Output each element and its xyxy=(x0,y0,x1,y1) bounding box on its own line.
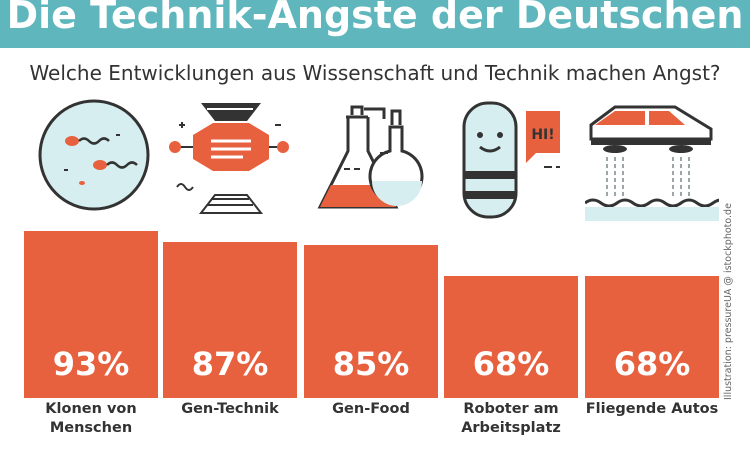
bar-value-label: 68% xyxy=(472,345,550,383)
chart-title: Die Technik-Ängste der Deutschen xyxy=(6,0,744,37)
bar-value-label: 87% xyxy=(191,345,269,383)
bar: 87% xyxy=(163,242,297,398)
bar-value-label: 85% xyxy=(332,345,410,383)
category-label: Klonen von Menschen xyxy=(45,401,137,436)
flying-car-icon xyxy=(585,95,719,221)
gene-technology-icon xyxy=(163,95,297,221)
bar: 68% xyxy=(585,276,719,398)
bar: 85% xyxy=(304,245,438,398)
robot-icon: HI! xyxy=(444,95,578,221)
category-label: Gen-Technik xyxy=(181,401,279,417)
lab-flasks-icon xyxy=(304,95,438,221)
category-label: Fliegende Autos xyxy=(585,401,719,417)
bar: 68% xyxy=(444,276,578,398)
bar: 93% xyxy=(24,231,158,398)
bar-value-label: 93% xyxy=(52,345,130,383)
bar-value-label: 68% xyxy=(613,345,691,383)
category-label: Roboter am Arbeitsplatz xyxy=(461,401,561,436)
cloning-icon xyxy=(24,95,158,221)
svg-text:HI!: HI! xyxy=(531,127,554,143)
chart-subtitle: Welche Entwicklungen aus Wissenschaft un… xyxy=(29,61,721,85)
category-label: Gen-Food xyxy=(332,401,410,417)
illustration-credit: Illustration: pressureUA @ istockphoto.d… xyxy=(723,203,734,400)
title-bar: Die Technik-Ängste der Deutschen xyxy=(0,0,750,48)
